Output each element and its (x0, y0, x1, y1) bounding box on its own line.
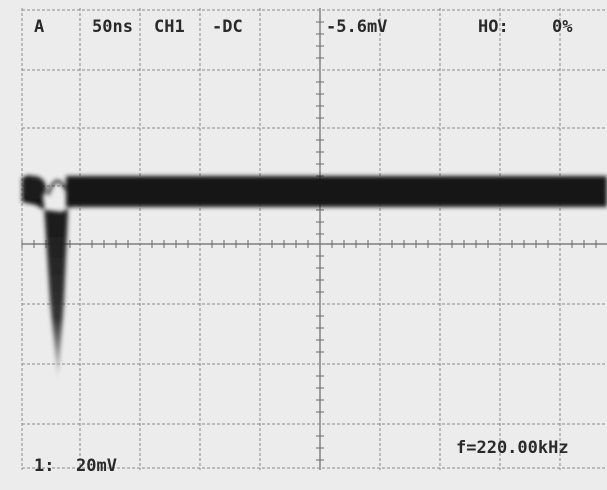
oscilloscope-screen: A 50ns CH1 -DC -5.6mV HO: 0% 1: 20mV f=2… (0, 0, 607, 490)
coupling: -DC (212, 17, 243, 37)
holdoff-label: HO: (478, 17, 509, 37)
trigger-label: A (34, 17, 44, 37)
channel: CH1 (154, 17, 185, 37)
trigger-level: -5.6mV (326, 17, 387, 37)
holdoff: 0% (552, 17, 573, 37)
channel-label: 1: (34, 456, 54, 476)
screen-background (0, 0, 607, 490)
timebase: 50ns (92, 17, 133, 37)
frequency: f=220.00kHz (456, 438, 569, 458)
volts-per-div: 20mV (76, 456, 117, 476)
page: {"header": {"trigger": "A", "timebase": … (0, 0, 607, 490)
